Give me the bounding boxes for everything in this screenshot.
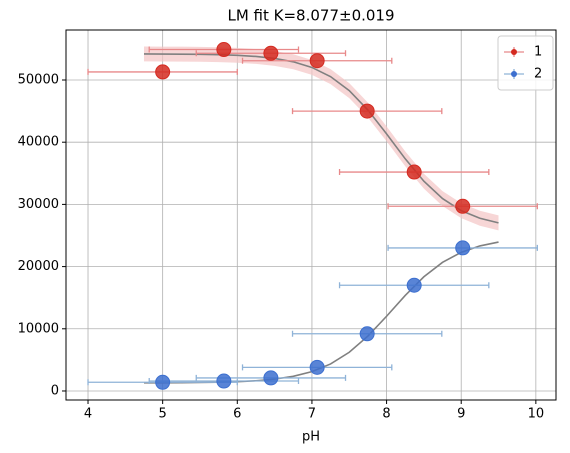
data-point: [263, 45, 279, 61]
y-tick-label: 10000: [18, 321, 59, 336]
fit-line: [143, 53, 499, 224]
data-point: [406, 164, 422, 180]
data-point: [216, 42, 232, 58]
legend-marker: [511, 71, 517, 77]
y-tick-label: 0: [51, 383, 59, 398]
x-tick-label: 5: [159, 407, 167, 422]
confidence-band: [143, 46, 499, 231]
data-point: [455, 198, 471, 214]
y-tick-label: 30000: [18, 197, 59, 212]
x-tick-label: 10: [528, 407, 545, 422]
x-tick-label: 4: [84, 407, 92, 422]
legend-marker: [511, 49, 517, 55]
legend-label: 2: [534, 67, 542, 82]
legend-label: 1: [534, 45, 542, 60]
data-point: [455, 240, 471, 256]
legend: 12: [497, 35, 554, 91]
data-point: [155, 374, 171, 390]
x-tick-label: 6: [233, 407, 241, 422]
chart-title: LM fit K=8.077±0.019: [227, 7, 394, 25]
data-point: [406, 277, 422, 293]
y-tick-label: 20000: [18, 259, 59, 274]
y-tick-label: 40000: [18, 135, 59, 150]
data-point: [359, 103, 375, 119]
data-point: [309, 53, 325, 69]
plot-frame: [65, 29, 557, 401]
legend-box: [497, 35, 554, 91]
y-tick-label: 50000: [18, 73, 59, 88]
x-tick-label: 8: [382, 407, 390, 422]
data-point: [263, 370, 279, 386]
data-point: [309, 359, 325, 375]
x-axis-label: pH: [302, 430, 320, 445]
data-point: [155, 64, 171, 80]
x-tick-label: 7: [308, 407, 316, 422]
data-point: [359, 326, 375, 342]
x-tick-label: 9: [457, 407, 465, 422]
data-point: [216, 373, 232, 389]
